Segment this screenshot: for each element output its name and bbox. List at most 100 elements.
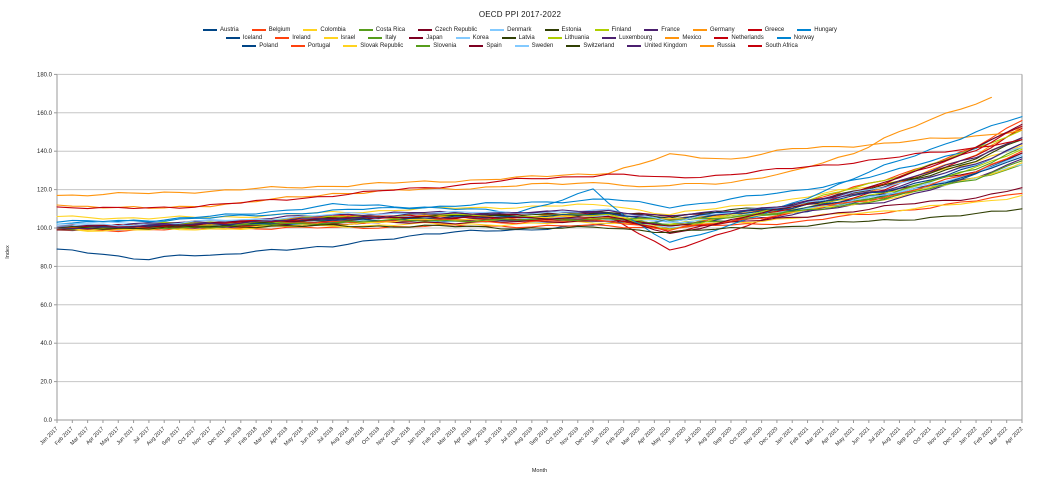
- legend-color-swatch: [547, 37, 562, 39]
- legend-label: Spain: [486, 43, 502, 49]
- legend-label: United Kingdom: [644, 43, 688, 49]
- legend-label: Korea: [472, 35, 489, 41]
- legend-color-swatch: [594, 29, 609, 31]
- legend-color-swatch: [602, 37, 617, 39]
- legend-item-finland: Finland: [594, 27, 631, 33]
- legend-label: Latvia: [518, 35, 535, 41]
- legend-item-ireland: Ireland: [275, 35, 311, 41]
- legend-color-swatch: [700, 45, 715, 47]
- legend-item-latvia: Latvia: [501, 35, 535, 41]
- legend-label: Luxembourg: [619, 35, 653, 41]
- y-tick-label: 180.0: [37, 72, 53, 78]
- legend-label: Czech Republic: [435, 27, 478, 33]
- legend-color-swatch: [714, 37, 729, 39]
- legend-item-costa-rica: Costa Rica: [358, 27, 406, 33]
- legend-label: Sweden: [531, 43, 554, 49]
- series-line-switzerland: [56, 208, 1023, 234]
- legend-item-slovak-republic: Slovak Republic: [343, 43, 403, 49]
- legend-item-norway: Norway: [776, 35, 815, 41]
- legend-item-germany: Germany: [692, 27, 735, 33]
- legend-item-south-africa: South Africa: [748, 43, 798, 49]
- legend-item-poland: Poland: [242, 43, 278, 49]
- legend-row: Poland Portugal Slovak Republic Slovenia Spa…: [242, 43, 798, 49]
- legend-color-swatch: [290, 45, 305, 47]
- legend-color-swatch: [368, 37, 383, 39]
- legend-label: Lithuania: [564, 35, 590, 41]
- y-axis-title: Index: [5, 245, 11, 259]
- legend-item-spain: Spain: [469, 43, 502, 49]
- legend-row: Iceland Ireland Israel Italy Japan Korea Latvi…: [225, 35, 815, 41]
- legend-label: Slovenia: [433, 43, 457, 49]
- y-tick-label: 20.0: [40, 380, 52, 386]
- legend-item-denmark: Denmark: [490, 27, 532, 33]
- legend-label: France: [661, 27, 680, 33]
- y-tick-label: 40.0: [40, 341, 52, 347]
- series-line-sweden: [56, 146, 1023, 227]
- legend-color-swatch: [469, 45, 484, 47]
- legend-color-swatch: [251, 29, 266, 31]
- y-axis-labels: 0.0 20.0 40.0 60.0 80.0 100.0 120.0 140.0 160.0 1…: [37, 72, 53, 424]
- series-line-iceland: [56, 156, 1023, 261]
- series-lines: [56, 96, 1023, 261]
- legend-item-israel: Israel: [323, 35, 356, 41]
- legend-color-swatch: [501, 37, 516, 39]
- legend-label: Poland: [259, 43, 278, 49]
- legend-item-mexico: Mexico: [665, 35, 701, 41]
- legend-item-iceland: Iceland: [225, 35, 262, 41]
- legend-color-swatch: [409, 37, 424, 39]
- legend-item-estonia: Estonia: [544, 27, 582, 33]
- legend-item-czech-republic: Czech Republic: [418, 27, 477, 33]
- legend-label: Norway: [793, 35, 815, 41]
- y-tick-label: 140.0: [37, 149, 53, 155]
- series-line-spain: [56, 123, 1023, 234]
- y-tick-label: 120.0: [37, 188, 53, 194]
- legend-item-austria: Austria: [203, 27, 239, 33]
- legend-label: Netherlands: [731, 35, 764, 41]
- legend-item-united-kingdom: United Kingdom: [627, 43, 687, 49]
- legend-label: Slovak Republic: [360, 43, 404, 49]
- legend-item-switzerland: Switzerland: [566, 43, 614, 49]
- y-tick-label: 100.0: [37, 226, 53, 232]
- legend-item-netherlands: Netherlands: [714, 35, 764, 41]
- legend-label: South Africa: [765, 43, 798, 49]
- legend-label: Israel: [340, 35, 356, 41]
- legend-item-france: France: [644, 27, 680, 33]
- legend-item-sweden: Sweden: [514, 43, 554, 49]
- legend-color-swatch: [566, 45, 581, 47]
- legend-label: Colombia: [320, 27, 346, 33]
- legend-color-swatch: [303, 29, 318, 31]
- gridlines: [54, 73, 1022, 421]
- series-line-south-africa: [56, 139, 1023, 210]
- legend-color-swatch: [225, 37, 240, 39]
- legend-item-lithuania: Lithuania: [547, 35, 590, 41]
- y-tick-label: 80.0: [40, 264, 52, 270]
- legend-item-colombia: Colombia: [303, 27, 346, 33]
- series-line-hungary: [56, 125, 1023, 225]
- legend-color-swatch: [455, 37, 470, 39]
- legend-label: Germany: [709, 27, 735, 33]
- chart-legend: Austria Belgium Colombia Costa Rica Czech Re…: [200, 27, 840, 49]
- legend-label: Switzerland: [583, 43, 615, 49]
- legend-label: Ireland: [292, 35, 311, 41]
- legend-label: Portugal: [307, 43, 331, 49]
- legend-color-swatch: [275, 37, 290, 39]
- x-axis-title: Month: [532, 468, 547, 474]
- legend-label: Costa Rica: [375, 27, 406, 33]
- legend-color-swatch: [343, 45, 358, 47]
- legend-item-luxembourg: Luxembourg: [602, 35, 652, 41]
- legend-label: Italy: [385, 35, 397, 41]
- legend-item-portugal: Portugal: [290, 43, 331, 49]
- series-line-united-kingdom: [56, 142, 1023, 230]
- legend-color-swatch: [692, 29, 707, 31]
- legend-color-swatch: [776, 37, 791, 39]
- legend-color-swatch: [203, 29, 218, 31]
- y-tick-label: 0.0: [44, 418, 53, 424]
- legend-label: Denmark: [507, 27, 532, 33]
- legend-item-russia: Russia: [700, 43, 735, 49]
- legend-color-swatch: [747, 29, 762, 31]
- legend-color-swatch: [644, 29, 659, 31]
- legend-label: Japan: [426, 35, 443, 41]
- legend-label: Mexico: [682, 35, 702, 41]
